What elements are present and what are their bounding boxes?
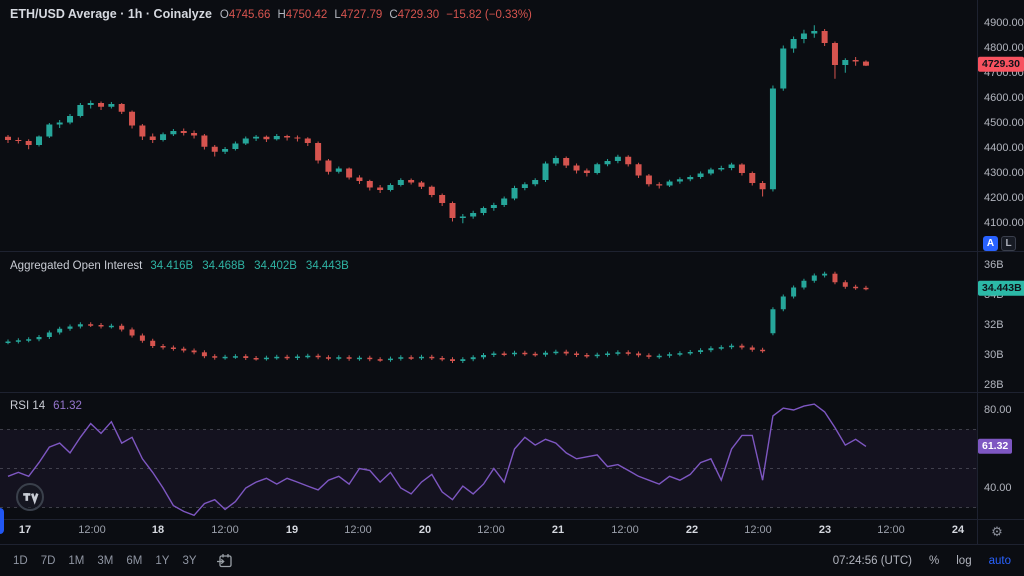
calendar-icon (216, 554, 232, 568)
range-button-3m[interactable]: 3M (97, 554, 114, 567)
high-value: 4750.42 (285, 9, 328, 21)
oi-axis-tick: 36B (984, 259, 1004, 271)
pane-left-marker[interactable] (0, 508, 4, 534)
time-axis-tick: 22 (685, 524, 699, 536)
price-axis-tick: 4400.00 (984, 142, 1024, 154)
time-axis-tick: 17 (18, 524, 32, 536)
price-axis-tick: 4100.00 (984, 217, 1024, 229)
oi-legend-value: 34.416B (150, 260, 194, 272)
percent-scale-button[interactable]: % (929, 554, 940, 567)
time-axis-tick: 21 (551, 524, 565, 536)
panel-separator (0, 519, 1024, 520)
go-to-date-button[interactable] (216, 552, 233, 569)
rsi-line (7, 403, 867, 517)
auto-scale-toggle[interactable]: auto (988, 554, 1011, 567)
price-axis-tick: 4200.00 (984, 192, 1024, 204)
range-buttons: 1D 7D 1M 3M 6M 1Y 3Y (13, 555, 210, 567)
clock[interactable]: 07:24:56 (UTC) (832, 554, 913, 567)
time-axis-tick: 12:00 (611, 524, 639, 536)
close-value: 4729.30 (397, 9, 440, 21)
oi-legend-value: 34.402B (254, 260, 297, 272)
log-scale-toggle[interactable]: log (956, 554, 972, 567)
low-label: L (334, 9, 341, 21)
time-axis-tick: 12:00 (477, 524, 505, 536)
time-axis-tick: 24 (951, 524, 965, 536)
tradingview-logo[interactable] (16, 483, 44, 511)
range-button-1d[interactable]: 1D (13, 554, 28, 567)
rsi-value: 61.32 (53, 400, 82, 412)
time-axis-tick: 12:00 (744, 524, 772, 536)
oi-values: 34.416B 34.468B 34.402B 34.443B (150, 260, 348, 272)
rsi-axis-tick: 80.00 (984, 404, 1012, 416)
rsi-axis-badge: 61.32 (978, 438, 1013, 454)
axis-separator (977, 0, 978, 544)
time-axis-tick: 12:00 (344, 524, 372, 536)
oi-legend-value: 34.443B (305, 260, 349, 272)
oi-axis-tick: 30B (984, 349, 1004, 361)
time-axis-tick: 19 (285, 524, 299, 536)
range-button-1m[interactable]: 1M (68, 554, 85, 567)
range-button-1y[interactable]: 1Y (155, 554, 170, 567)
oi-axis-tick: 28B (984, 379, 1004, 391)
rsi-axis-tick: 40.00 (984, 482, 1012, 494)
oi-axis-tick: 32B (984, 319, 1004, 331)
close-label: C (389, 9, 398, 21)
ohlc-values: O4745.66 H4750.42 L4727.79 C4729.30 −15.… (220, 9, 532, 21)
time-axis-tick: 18 (151, 524, 165, 536)
time-axis-tick: 12:00 (211, 524, 239, 536)
oi-series (5, 271, 869, 363)
price-axis-badge: 4729.30 (978, 56, 1024, 72)
price-axis-tick: 4300.00 (984, 167, 1024, 179)
price-axis-tick: 4800.00 (984, 42, 1024, 54)
oi-legend: Aggregated Open Interest 34.416B 34.468B 3… (10, 260, 349, 272)
range-button-7d[interactable]: 7D (40, 554, 56, 567)
time-axis-tick: 20 (418, 524, 432, 536)
price-axis-tick: 4600.00 (984, 92, 1024, 104)
gear-icon[interactable]: ⚙ (991, 524, 1003, 540)
tradingview-logo-icon (23, 493, 39, 505)
time-axis-tick: 12:00 (877, 524, 905, 536)
candlestick-series (5, 25, 869, 224)
main-chart-legend: ETH/USD Average · 1h · Coinalyze O4745.6… (10, 7, 532, 21)
change-value: −15.82 (−0.33%) (446, 9, 532, 21)
panel-separator[interactable] (0, 251, 1024, 252)
bottom-toolbar: 1D 7D 1M 3M 6M 1Y 3Y 07:24:56 (UTC) % log auto (0, 545, 1024, 576)
low-value: 4727.79 (340, 9, 383, 21)
time-axis-tick: 23 (818, 524, 832, 536)
time-axis-tick: 12:00 (78, 524, 106, 536)
oi-title[interactable]: Aggregated Open Interest (10, 260, 143, 272)
toolbar-separator (0, 544, 1024, 545)
panel-separator[interactable] (0, 392, 1024, 393)
scale-mode-buttons: A L (983, 236, 1016, 251)
log-scale-button[interactable]: L (1001, 236, 1016, 251)
symbol-title[interactable]: ETH/USD Average · 1h · Coinalyze (10, 7, 212, 21)
rsi-title[interactable]: RSI 14 (10, 400, 46, 412)
price-axis-tick: 4900.00 (984, 17, 1024, 29)
auto-scale-button[interactable]: A (983, 236, 998, 251)
range-button-3y[interactable]: 3Y (182, 554, 197, 567)
range-button-6m[interactable]: 6M (126, 554, 143, 567)
toolbar-right: 07:24:56 (UTC) % log auto (833, 555, 1011, 567)
oi-axis-badge: 34.443B (978, 280, 1024, 296)
open-label: O (219, 9, 229, 21)
oi-legend-value: 34.468B (202, 260, 246, 272)
high-label: H (277, 9, 286, 21)
open-value: 4745.66 (228, 9, 271, 21)
rsi-legend: RSI 14 61.32 (10, 400, 82, 412)
price-axis-tick: 4500.00 (984, 117, 1024, 129)
